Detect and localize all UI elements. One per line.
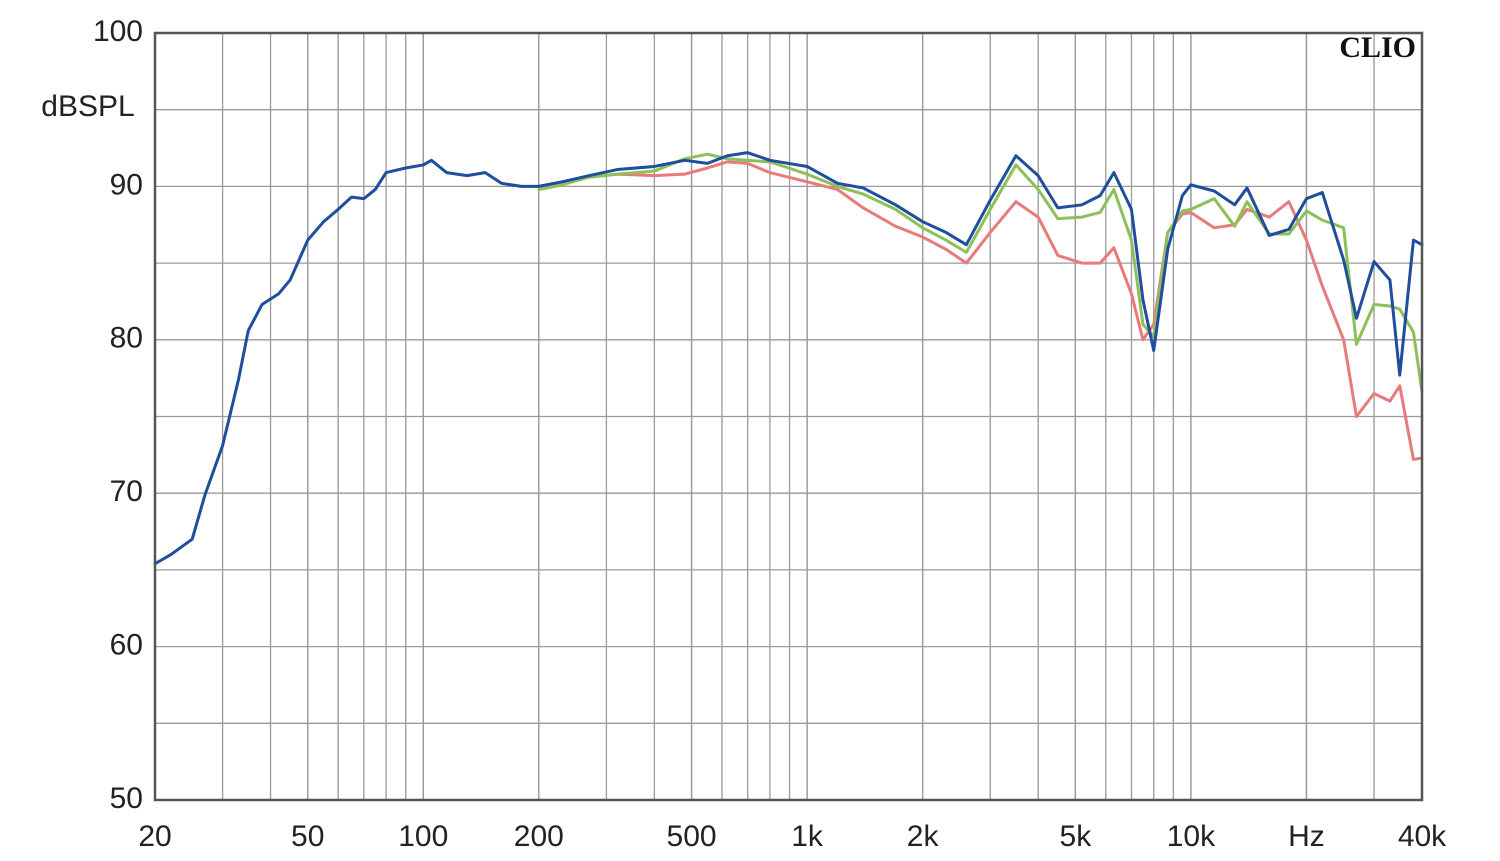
x-tick-label: 500 [667, 820, 717, 853]
x-tick-label: 100 [398, 820, 448, 853]
x-tick-label: 2k [907, 820, 940, 853]
x-tick-label: 50 [291, 820, 324, 853]
y-tick-label: 50 [110, 782, 143, 815]
plot-lines [153, 151, 1424, 566]
tick-labels: 50 60 70 80 90 100 20 50 100 200 500 1k 2k 5k 10k Hz 40k [93, 15, 1447, 853]
x-tick-label: Hz [1288, 820, 1325, 853]
x-tick-label: 20 [138, 820, 171, 853]
x-tick-label: 1k [791, 820, 824, 853]
y-tick-label: 80 [110, 322, 143, 355]
x-tick-label: 40k [1398, 820, 1447, 853]
x-tick-label: 200 [514, 820, 564, 853]
series-line [537, 160, 1424, 461]
plot-frame [153, 31, 1424, 802]
watermark: CLIO [1339, 31, 1416, 64]
y-tick-label: 100 [93, 15, 143, 48]
y-axis-label: dBSPL [41, 90, 134, 123]
x-tick-label: 5k [1060, 820, 1093, 853]
y-tick-label: 60 [110, 629, 143, 662]
series-line [537, 152, 1424, 394]
grid [154, 32, 1423, 801]
x-tick-label: 10k [1167, 820, 1216, 853]
y-tick-label: 90 [110, 168, 143, 201]
series-line [153, 151, 1424, 566]
y-tick-label: 70 [110, 475, 143, 508]
